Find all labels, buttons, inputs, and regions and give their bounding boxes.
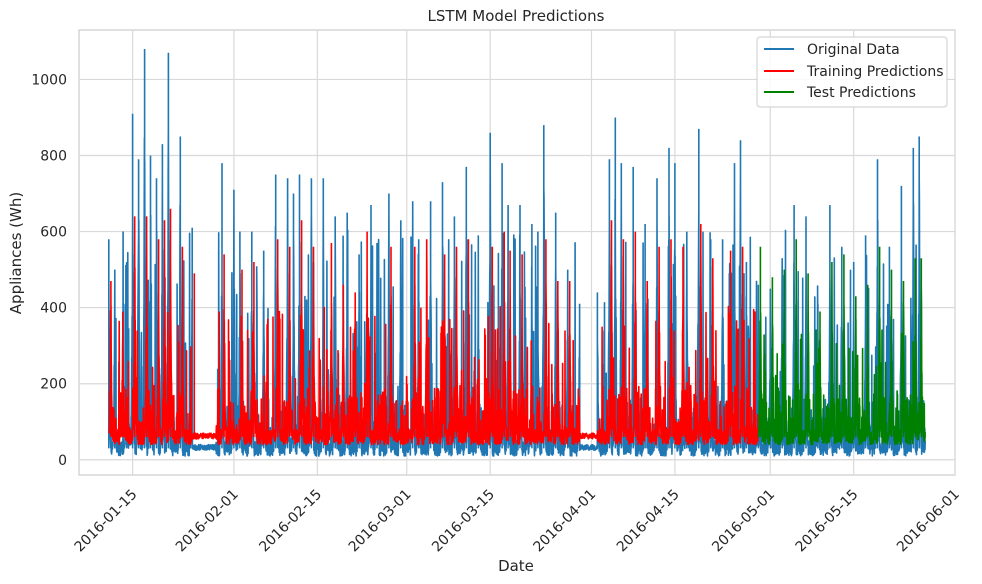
x-axis-title: Date (498, 557, 534, 575)
legend-label-original: Original Data (807, 42, 900, 58)
y-tick-label: 200 (40, 377, 67, 393)
y-axis-title: Appliances (Wh) (7, 192, 25, 314)
series-layer (108, 49, 926, 457)
y-tick-label: 800 (40, 149, 67, 165)
y-tick-label: 600 (40, 225, 67, 241)
legend-label-test: Test Predictions (806, 85, 916, 101)
legend-label-training: Training Predictions (806, 64, 944, 80)
chart-title: LSTM Model Predictions (428, 7, 605, 25)
x-tick-label: 2016-02-15 (256, 487, 325, 556)
y-tick-label: 1000 (31, 72, 67, 88)
series-training-line (108, 208, 760, 446)
x-tick-label: 2016-05-15 (793, 487, 862, 556)
y-tick-label: 0 (58, 453, 67, 469)
x-tick-label: 2016-05-01 (709, 487, 778, 556)
x-tick-label: 2016-01-15 (72, 487, 141, 556)
series-original-line (108, 49, 926, 457)
x-tick-label: 2016-06-01 (894, 487, 963, 556)
x-tick-label: 2016-02-01 (173, 487, 242, 556)
y-axis-ticks: 0 200 400 600 800 1000 (31, 72, 67, 468)
x-tick-label: 2016-04-01 (530, 487, 599, 556)
x-axis-ticks: 2016-01-15 2016-02-01 2016-02-15 2016-03-01… (72, 487, 963, 556)
legend-box (756, 36, 948, 108)
legend: Original Data Training Predictions Test … (756, 36, 948, 108)
x-tick-label: 2016-03-15 (429, 487, 498, 556)
series-test-line (757, 239, 926, 446)
x-tick-label: 2016-04-15 (614, 487, 683, 556)
y-tick-label: 400 (40, 301, 67, 317)
x-tick-label: 2016-03-01 (346, 487, 415, 556)
